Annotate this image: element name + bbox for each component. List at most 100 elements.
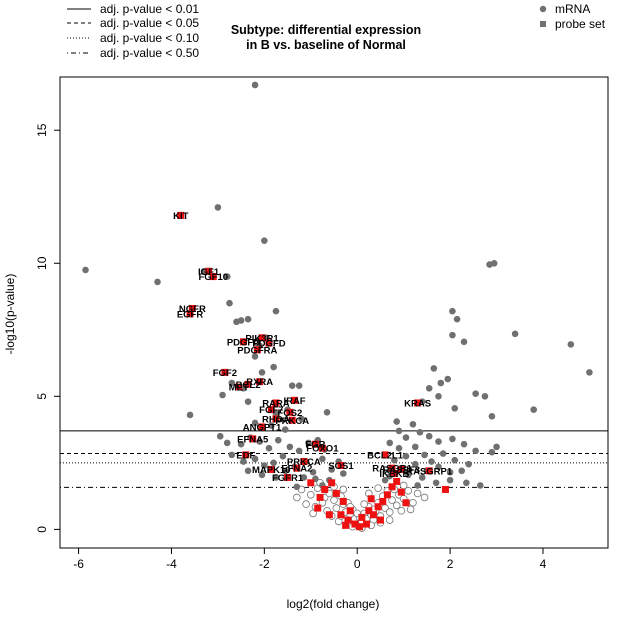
probe-set-point-13 — [291, 396, 299, 404]
probe-set-point-46 — [363, 520, 371, 528]
probe-set-point-52 — [393, 477, 401, 485]
mrna-sig-point-43 — [228, 451, 236, 459]
mrna-sig-point-87 — [395, 427, 403, 435]
gene-label-7: PDGFD — [252, 339, 285, 350]
gene-label-6: PDGFD — [227, 337, 260, 348]
gene-label-0: KIT — [173, 211, 189, 222]
mrna-sig-point-15 — [258, 369, 266, 376]
mrna-nonsig-point-39 — [413, 489, 422, 498]
mrna-nonsig-point-42 — [309, 509, 317, 518]
probe-set-point-8 — [253, 346, 261, 354]
mrna-sig-point-90 — [425, 432, 433, 440]
mrna-sig-point-86 — [409, 420, 417, 428]
mrna-sig-point-56 — [244, 467, 252, 475]
mrna-sig-point-51 — [309, 468, 317, 476]
probe-set-point-39 — [339, 497, 347, 505]
probe-set-point-45 — [356, 523, 364, 531]
threshold-legend: adj. p-value < 0.01 adj. p-value < 0.05 … — [67, 2, 199, 60]
probe-set-point-60 — [358, 513, 366, 521]
probe-set-point-26 — [293, 464, 301, 472]
mrna-nonsig-point-41 — [293, 493, 301, 502]
mrna-sig-point-100 — [493, 443, 500, 451]
gene-label-15: FGF7 — [259, 405, 283, 416]
probe-set-point-11 — [244, 380, 252, 388]
probe-set-point-50 — [383, 491, 391, 499]
mrna-nonsig-point-1 — [306, 490, 315, 499]
probe-set-point-17 — [272, 415, 280, 423]
gene-label-3: NGFR — [179, 304, 206, 315]
mrna-sig-point-105 — [451, 456, 459, 464]
x-tick-label-3: 0 — [354, 557, 361, 571]
probe-set-point-10 — [256, 378, 264, 386]
probe-set-point-22 — [318, 444, 326, 452]
gene-label-18: PRKCA — [275, 416, 309, 427]
probe-set-point-21 — [311, 440, 319, 448]
probe-set-point-20 — [249, 435, 257, 443]
mrna-sig-point-67 — [460, 338, 468, 346]
probe-set-point-58 — [307, 479, 315, 487]
probe-set-point-27 — [284, 473, 292, 481]
mrna-sig-point-47 — [270, 459, 277, 467]
mrna-nonsig-point-31 — [385, 508, 394, 516]
mrna-sig-point-52 — [319, 455, 326, 463]
mrna-sig-point-91 — [435, 438, 442, 445]
mrna-nonsig-point-32 — [388, 496, 396, 504]
x-tick-label-0: -6 — [73, 557, 84, 571]
gene-label-31: RASSF3 — [383, 465, 420, 476]
probe-set-point-33 — [425, 467, 433, 475]
mrna-sig-point-7 — [226, 299, 233, 307]
mrna-sig-point-23 — [244, 398, 252, 405]
probe-set-point-25 — [267, 466, 275, 473]
probe-set-point-42 — [337, 511, 345, 519]
mrna-sig-point-39 — [295, 447, 303, 455]
x-tick-label-4: 2 — [447, 557, 454, 571]
chart-title-line-2: in B vs. baseline of Normal — [246, 38, 406, 52]
mrna-sig-point-106 — [465, 460, 472, 468]
mrna-sig-point-83 — [488, 412, 496, 420]
mrna-nonsig-point-34 — [392, 501, 401, 510]
legend-label-p005: adj. p-value < 0.05 — [100, 16, 199, 30]
mrna-sig-point-17 — [228, 379, 236, 387]
probe-set-point-38 — [332, 489, 340, 497]
mrna-sig-point-70 — [567, 341, 575, 348]
mrna-sig-point-55 — [339, 470, 347, 477]
gene-label-10: RXRA — [246, 377, 273, 388]
legend-label-p001: adj. p-value < 0.01 — [100, 2, 199, 16]
mrna-sig-point-48 — [279, 452, 287, 460]
mrna-sig-point-33 — [237, 440, 245, 448]
mrna-sig-point-84 — [451, 404, 459, 412]
probe-set-point-19 — [258, 423, 266, 431]
probe-set-point-36 — [316, 493, 324, 501]
probe-set-point-41 — [325, 511, 333, 519]
mrna-sig-point-28 — [251, 419, 259, 427]
gene-label-2: FGF10 — [198, 272, 228, 283]
probe-set-point-9 — [221, 368, 229, 376]
gene-label-4: EGFR — [177, 309, 204, 320]
mrna-sig-point-6 — [223, 273, 231, 280]
mrna-nonsig-point-8 — [330, 496, 338, 504]
mrna-sig-point-30 — [281, 426, 289, 433]
mrna-sig-point-76 — [444, 375, 452, 383]
probe-set-point-1 — [205, 267, 213, 275]
probe-set-point-61 — [342, 521, 350, 529]
mrna-sig-point-37 — [274, 436, 282, 444]
probe-set-point-43 — [344, 516, 352, 524]
data-points — [82, 81, 593, 532]
probe-set-point-6 — [239, 338, 247, 346]
mrna-sig-point-95 — [395, 444, 403, 452]
mrna-nonsig-point-37 — [404, 486, 413, 495]
probe-set-point-53 — [397, 488, 405, 496]
gene-label-27: FGFR1 — [272, 473, 304, 484]
plot-frame — [59, 76, 609, 549]
gene-label-12: MET — [229, 383, 249, 394]
probe-set-point-31 — [397, 466, 405, 473]
gene-label-22: FOXO1 — [306, 444, 339, 455]
threshold-lines — [60, 430, 608, 488]
y-tick-label-2: 10 — [35, 256, 49, 270]
probe-set-point-40 — [314, 504, 322, 512]
mrna-sig-point-65 — [449, 307, 456, 315]
mrna-sig-point-16 — [270, 363, 277, 371]
mrna-sig-point-3 — [82, 266, 89, 274]
